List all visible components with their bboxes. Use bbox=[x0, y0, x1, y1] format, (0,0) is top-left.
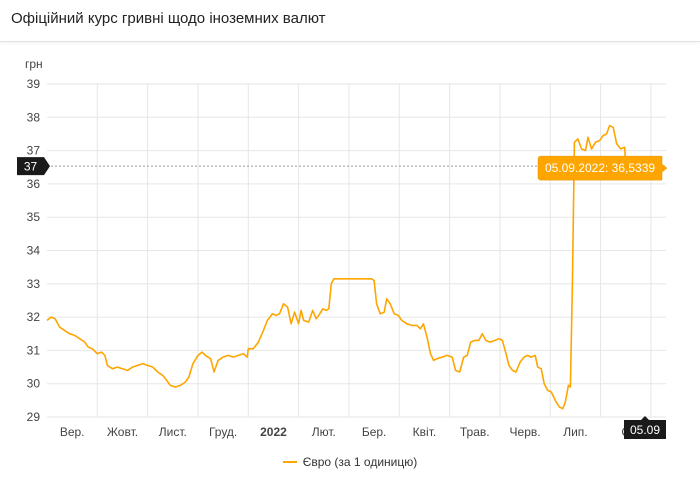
chart-header: Офіційний курс гривні щодо іноземних вал… bbox=[0, 0, 700, 42]
y-tick-label: 39 bbox=[27, 77, 41, 91]
x-tick-label: Лип. bbox=[563, 425, 587, 439]
x-tick-label: Вер. bbox=[60, 425, 85, 439]
x-tick-label: Квіт. bbox=[413, 425, 437, 439]
x-tick-label: Жовт. bbox=[107, 425, 138, 439]
x-tick-label: Черв. bbox=[510, 425, 541, 439]
chart-title: Офіційний курс гривні щодо іноземних вал… bbox=[11, 10, 326, 27]
line-chart: 29 30 31 32 33 34 35 36 37 38 39 Вер. Жовт. Лист. Груд… bbox=[17, 57, 668, 439]
x-tick-label: Груд. bbox=[209, 425, 237, 439]
y-value-marker-label: 37 bbox=[24, 160, 38, 174]
y-tick-label: 32 bbox=[27, 310, 41, 324]
y-tick-label: 38 bbox=[27, 110, 41, 124]
y-axis-label: грн bbox=[25, 57, 43, 71]
y-tick-label: 36 bbox=[27, 177, 41, 191]
x-tick-label: Лют. bbox=[312, 425, 336, 439]
axes: 29 30 31 32 33 34 35 36 37 38 39 Вер. Жовт. Лист. Груд… bbox=[25, 57, 630, 439]
y-tick-label: 35 bbox=[27, 210, 41, 224]
legend-label: Євро (за 1 одиницю) bbox=[302, 455, 418, 469]
legend-swatch bbox=[282, 461, 297, 463]
y-value-marker bbox=[17, 157, 50, 176]
tooltip-box bbox=[537, 155, 668, 181]
x-tick-label: Лист. bbox=[159, 425, 187, 439]
x-tick-label: 2022 bbox=[260, 425, 287, 439]
tooltip-layer: 05.09.2022: 36,5339 bbox=[537, 155, 668, 181]
series-line-euro[interactable] bbox=[46, 124, 627, 410]
x-tick-label: Трав. bbox=[460, 425, 490, 439]
y-tick-label: 29 bbox=[27, 410, 41, 424]
crosshair: 37 05.09 bbox=[17, 157, 666, 439]
y-tick-label: 31 bbox=[27, 343, 41, 357]
legend-item-euro[interactable]: Євро (за 1 одиницю) bbox=[282, 455, 418, 469]
y-tick-label: 34 bbox=[27, 244, 41, 258]
y-tick-label: 37 bbox=[27, 144, 41, 158]
y-tick-label: 30 bbox=[27, 377, 41, 391]
grid bbox=[47, 83, 666, 418]
y-tick-label: 33 bbox=[27, 277, 41, 291]
x-value-marker bbox=[624, 416, 666, 439]
tooltip-text: 05.09.2022: 36,5339 bbox=[545, 161, 655, 175]
legend: Євро (за 1 одиницю) bbox=[0, 452, 700, 469]
x-tick-label: Бер. bbox=[362, 425, 387, 439]
x-value-marker-label: 05.09 bbox=[630, 423, 660, 437]
series-layer[interactable] bbox=[46, 124, 627, 410]
